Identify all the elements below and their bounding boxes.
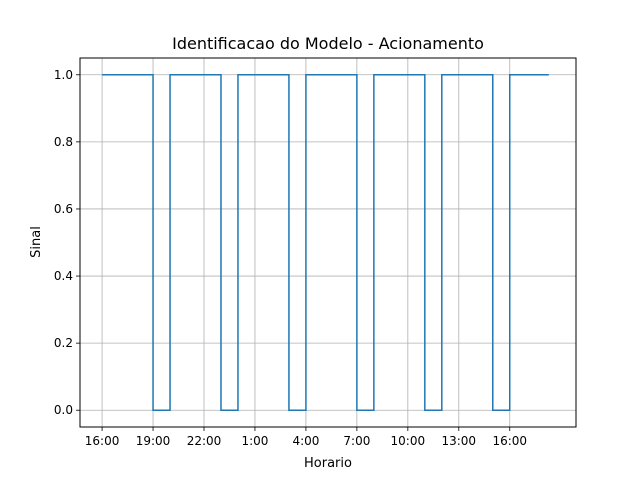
series-layer	[102, 74, 549, 411]
tick-marks	[76, 74, 511, 431]
x-tick-label: 4:00	[292, 434, 319, 448]
y-tick-label: 0.6	[54, 202, 73, 216]
x-tick-label: 16:00	[492, 434, 527, 448]
x-tick-label: 7:00	[343, 434, 370, 448]
axes-frame	[79, 57, 577, 428]
y-tick-label: 0.2	[54, 336, 73, 350]
x-tick-label: 13:00	[441, 434, 476, 448]
x-tick-label: 19:00	[136, 434, 171, 448]
signal-step-line	[102, 74, 549, 411]
tick-labels: 16:00 19:00 22:00 1:00 4:00 7:00 10:00 13:00 16:…	[54, 68, 527, 448]
y-tick-label: 0.0	[54, 403, 73, 417]
x-axis-label: Horario	[304, 456, 352, 471]
chart-title: Identificacao do Modelo - Acionamento	[172, 34, 484, 53]
x-tick-label: 22:00	[187, 434, 222, 448]
y-tick-label: 0.8	[54, 135, 73, 149]
x-tick-label: 1:00	[241, 434, 268, 448]
y-axis-label: Sinal	[29, 226, 44, 258]
y-tick-label: 1.0	[54, 68, 73, 82]
x-tick-label: 16:00	[85, 434, 120, 448]
y-tick-label: 0.4	[54, 269, 73, 283]
x-tick-label: 10:00	[391, 434, 426, 448]
